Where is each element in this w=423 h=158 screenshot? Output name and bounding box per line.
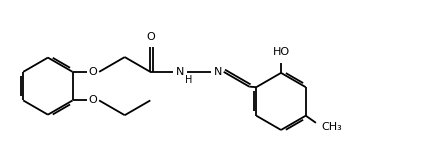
Text: O: O [146,32,155,42]
Text: HO: HO [272,47,290,57]
Text: CH₃: CH₃ [321,122,342,132]
Text: H: H [186,75,193,85]
Text: O: O [89,95,97,105]
Text: N: N [176,67,184,77]
Text: N: N [214,67,222,77]
Text: O: O [89,67,97,77]
